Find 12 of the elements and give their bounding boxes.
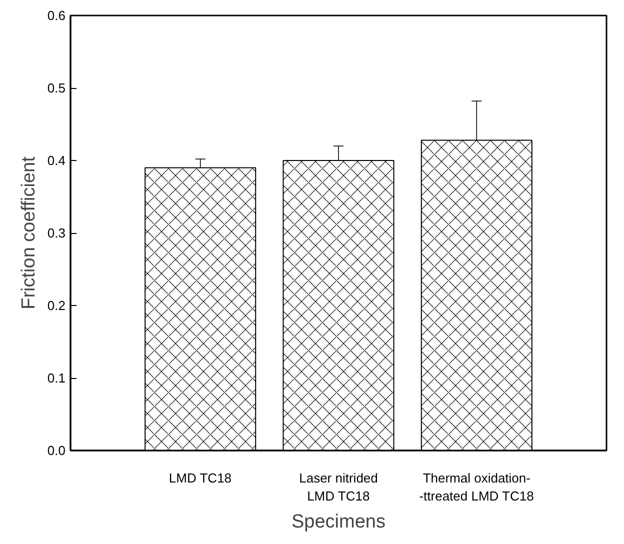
x-tick-label: LMD TC18 xyxy=(168,470,232,486)
y-tick-label: 0.6 xyxy=(47,8,66,23)
x-tick-label: Laser nitrided LMD TC18 xyxy=(299,470,378,504)
y-tick-label: 0.3 xyxy=(47,226,66,240)
y-tick-label: 0.5 xyxy=(47,80,66,96)
y-tick-label: 0.1 xyxy=(47,370,66,386)
y-axis-title: Friction coefficient xyxy=(18,156,40,310)
x-tick-label: Thermal oxidation- -ttreated LMD TC18 xyxy=(419,470,534,504)
y-tick-label: 0.4 xyxy=(47,153,66,168)
y-tick-label: 0.0 xyxy=(47,443,66,458)
y-tick-label: 0.2 xyxy=(47,298,66,313)
x-axis-title: Specimens xyxy=(292,512,386,532)
